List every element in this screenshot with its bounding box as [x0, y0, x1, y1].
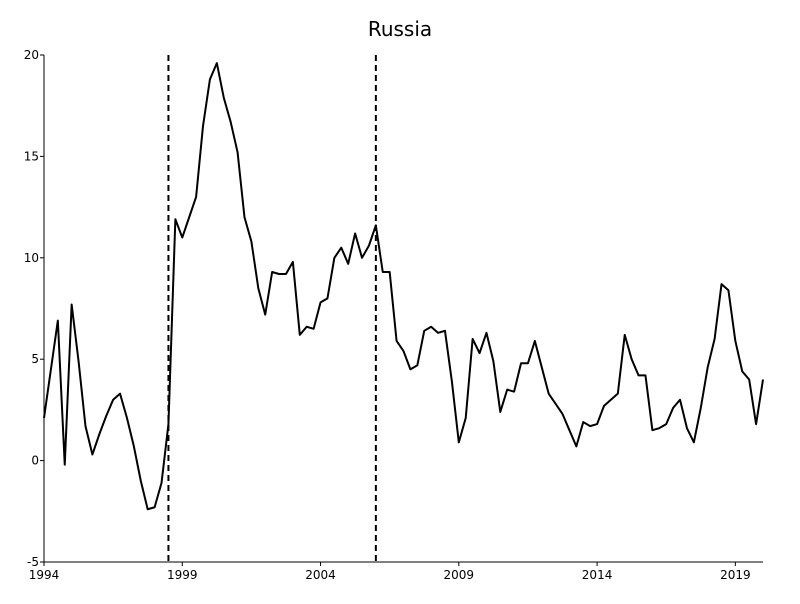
- series-layer: [43, 62, 764, 511]
- y-tick-label: -5: [27, 555, 39, 569]
- y-tick-label: 5: [31, 352, 39, 366]
- y-tick-label: 15: [24, 149, 39, 163]
- axes: -5 0 5 10 15 20 1994 1999 2004 2009 2014 2019: [24, 48, 763, 582]
- chart-title: Russia: [368, 17, 432, 41]
- x-tick-label: 2019: [720, 568, 751, 582]
- y-tick-label: 20: [24, 48, 39, 62]
- y-tick-label: 10: [24, 251, 39, 265]
- y-tick-label: 0: [31, 454, 39, 468]
- series-line: [43, 62, 764, 511]
- x-tick-label: 2009: [444, 568, 475, 582]
- reference-lines: [167, 55, 377, 562]
- x-tick-label: 1994: [29, 568, 60, 582]
- x-tick-label: 2014: [582, 568, 613, 582]
- x-tick-label: 1999: [167, 568, 198, 582]
- x-tick-label: 2004: [305, 568, 336, 582]
